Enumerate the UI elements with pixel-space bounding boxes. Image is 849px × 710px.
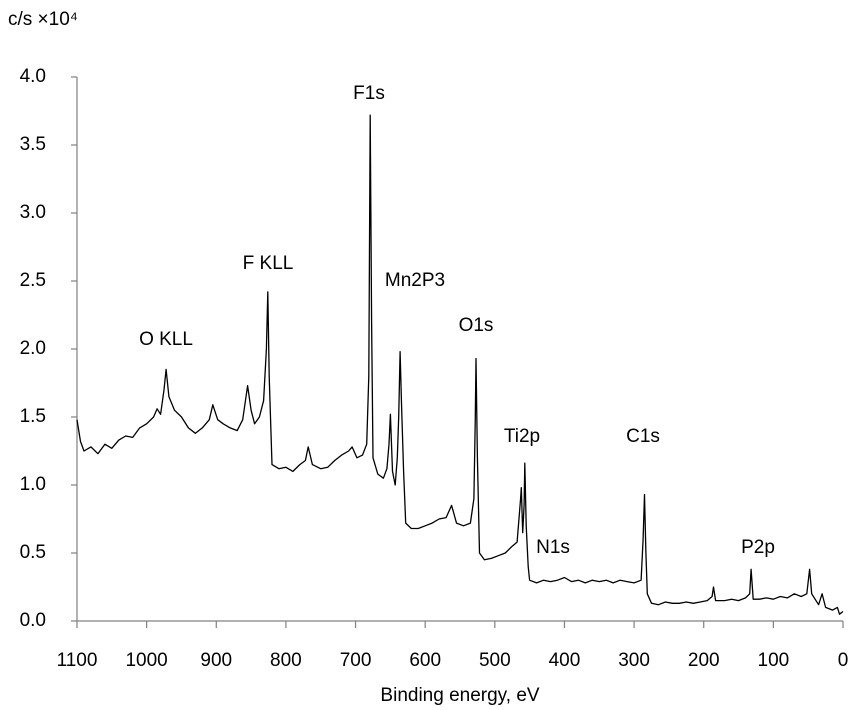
y-axis-label: c/s ×10⁴ <box>8 9 78 30</box>
peak-annotation: F1s <box>353 83 385 104</box>
y-tick-label: 0.5 <box>20 542 46 563</box>
x-tick-label: 200 <box>688 650 720 671</box>
y-tick-label: 1.0 <box>20 474 46 495</box>
y-tick-label: 3.5 <box>20 134 46 155</box>
peak-annotation: Mn2P3 <box>385 270 445 291</box>
y-tick-label: 3.0 <box>20 202 46 223</box>
peak-annotation: O KLL <box>139 329 193 350</box>
x-tick-label: 100 <box>758 650 790 671</box>
x-tick-label: 500 <box>479 650 511 671</box>
y-tick-label: 2.5 <box>20 270 46 291</box>
peak-annotation: F KLL <box>243 253 294 274</box>
y-tick-label: 2.0 <box>20 338 46 359</box>
x-tick-label: 400 <box>549 650 581 671</box>
spectrum-line <box>76 114 844 615</box>
x-tick-label: 0 <box>838 650 849 671</box>
peak-annotation: O1s <box>459 315 494 336</box>
peak-annotation: Ti2p <box>504 426 540 447</box>
x-axis-label: Binding energy, eV <box>380 685 539 706</box>
x-tick-label: 600 <box>409 650 441 671</box>
x-tick-label: 700 <box>340 650 372 671</box>
peak-annotation: C1s <box>626 426 660 447</box>
y-tick-label: 4.0 <box>20 66 46 87</box>
peak-annotation: P2p <box>741 537 775 558</box>
x-tick-label: 300 <box>618 650 650 671</box>
peak-annotation: N1s <box>536 537 570 558</box>
y-tick-label: 0.0 <box>20 610 46 631</box>
x-tick-label: 800 <box>270 650 302 671</box>
y-tick-label: 1.5 <box>20 406 46 427</box>
x-tick-label: 900 <box>200 650 232 671</box>
x-tick-label: 1100 <box>57 650 98 671</box>
x-tick-label: 1000 <box>125 650 167 671</box>
